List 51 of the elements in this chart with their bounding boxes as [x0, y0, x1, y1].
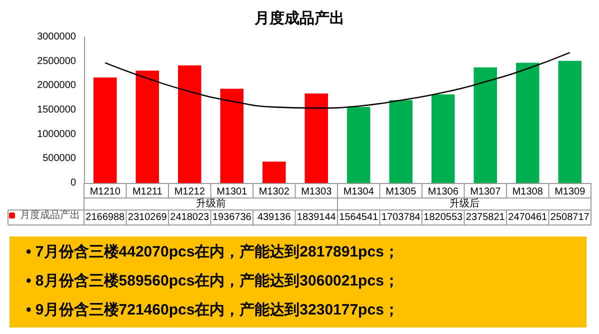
- y-tick-label: 2000000: [37, 80, 76, 92]
- text: 升级后: [449, 198, 480, 210]
- data-label: 1839144: [296, 212, 336, 223]
- x-tick-label: M1304: [343, 186, 374, 198]
- data-label: 1820553: [424, 212, 464, 223]
- x-tick-label: M1308: [512, 186, 544, 198]
- bar: [94, 78, 117, 183]
- bar: [347, 106, 370, 183]
- y-tick-label: 1000000: [37, 128, 76, 140]
- text: • 7月份含三楼442070pcs在内，产能达到2817891pcs；: [26, 244, 399, 260]
- x-tick-label: M1306: [428, 186, 459, 198]
- data-label: 2470461: [508, 212, 548, 223]
- x-tick-label: M1303: [301, 186, 332, 198]
- y-tick-label: 0: [70, 178, 76, 188]
- bar: [432, 94, 455, 183]
- x-tick-label: M1212: [174, 186, 206, 198]
- bar: [220, 88, 244, 183]
- bar: [136, 70, 159, 183]
- y-tick-label: 2500000: [37, 56, 76, 67]
- x-tick-label: M1307: [470, 186, 502, 198]
- line-series: [104, 52, 571, 109]
- chart-title: 月度成品产出: [254, 9, 344, 27]
- x-tick-label: M1211: [132, 186, 163, 198]
- data-label: 2166988: [86, 212, 126, 223]
- bar: [178, 65, 202, 183]
- y-tick-label: 3000000: [37, 32, 76, 42]
- x-tick-label: M1210: [90, 186, 121, 198]
- data-label: 2508717: [550, 212, 590, 223]
- y-tick-label: 1500000: [37, 104, 76, 116]
- bar: [304, 93, 328, 183]
- text: 升级前: [196, 198, 226, 210]
- data-label: 2375821: [466, 212, 506, 223]
- y-tick-label: 500000: [42, 153, 76, 164]
- bar: [262, 162, 286, 183]
- data-label: 1564541: [339, 212, 379, 223]
- x-tick-label: M1305: [386, 186, 417, 198]
- x-tick-label: M1309: [554, 186, 586, 198]
- data-label: 1703784: [381, 212, 421, 223]
- x-tick-label: M1301: [216, 186, 248, 198]
- bar: [474, 67, 497, 183]
- x-tick-label: M1302: [258, 186, 290, 198]
- text: • 9月份含三楼721460pcs在内，产能达到3230177pcs；: [26, 302, 399, 318]
- text: • 8月份含三楼589560pcs在内，产能达到3060021pcs；: [26, 272, 399, 290]
- data-label: 439136: [257, 212, 292, 223]
- bar: [516, 62, 540, 183]
- data-label: 2418023: [170, 212, 210, 223]
- bar: [558, 60, 582, 183]
- bar: [389, 100, 412, 183]
- data-label: 1936736: [212, 212, 252, 223]
- legend-label: 月度成品产出: [20, 209, 80, 221]
- data-label: 2310269: [128, 212, 168, 223]
